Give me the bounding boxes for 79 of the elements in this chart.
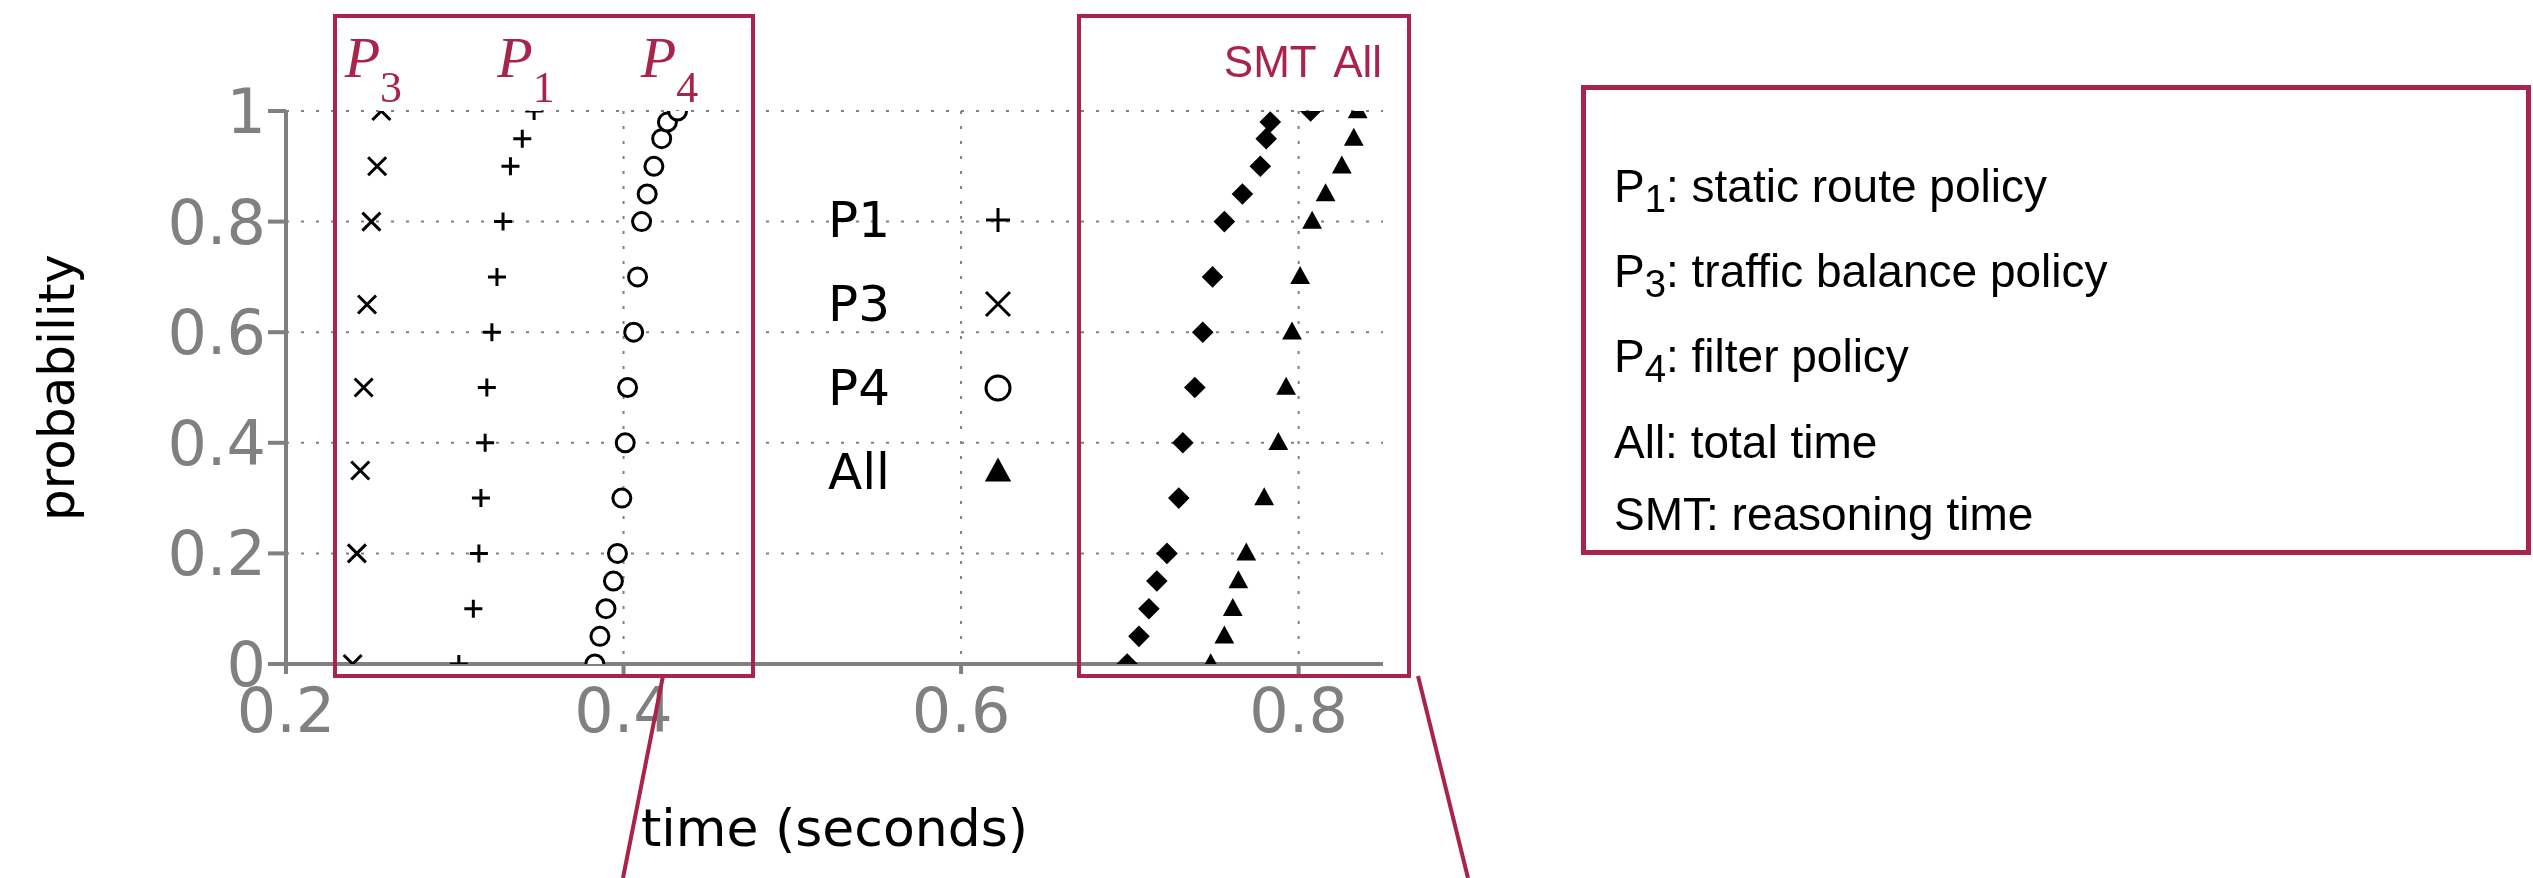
point [366,155,388,177]
point [1255,127,1278,150]
x-axis-title: time (seconds) [640,798,1029,858]
point [643,155,665,177]
legend-label: P3 [828,275,891,333]
point [494,212,513,231]
point [636,183,658,205]
point [1167,487,1190,509]
legend-label: All [828,443,891,501]
annotation: P$_{4}$ [639,25,699,112]
point [1138,597,1160,620]
point [614,432,636,454]
point [631,211,653,233]
point [1282,321,1302,340]
point [477,378,496,397]
point [1268,432,1289,450]
annotation: SMT [1223,37,1317,86]
point [464,599,483,618]
point [1231,183,1254,205]
point [471,489,490,508]
point [1302,210,1323,229]
point [1201,266,1224,288]
point [589,625,611,647]
text: All: total time [1614,414,1879,470]
point [623,321,645,343]
point [1331,155,1352,174]
y-tick-label: 0.8 [167,185,266,259]
point [651,128,673,150]
point [1213,210,1236,233]
point [1236,542,1257,561]
point [1254,487,1275,506]
point [617,377,639,398]
x-tick-label: 0.6 [911,674,1011,748]
x-tick-label: 0.8 [1249,674,1348,748]
annotation: P$_{1}$ [496,25,555,112]
text: P$_{4}$: filter policy [1614,329,1910,393]
point [1259,111,1282,133]
point [606,542,628,564]
point [1249,155,1272,178]
text: SMT: reasoning time [1614,486,2035,542]
point [356,294,378,316]
point [346,542,368,564]
point [469,544,488,563]
point [501,157,520,176]
point [1222,597,1243,616]
point [513,129,532,148]
point [1214,625,1235,644]
point [349,459,371,481]
annotation: P$_{3}$ [343,25,403,112]
point [476,433,495,452]
point [627,266,649,288]
text: P$_{3}$: traffic balance policy [1614,244,2109,308]
point [602,570,624,592]
y-axis-title: probability [27,254,86,521]
point [1156,542,1178,565]
point [611,487,633,509]
y-tick-label: 0.4 [167,406,266,480]
y-tick-label: 1 [226,75,266,149]
point [1128,625,1150,648]
point [1290,266,1311,285]
point [1172,432,1194,454]
point [1276,376,1297,395]
point [353,377,375,398]
point [1191,321,1214,343]
annotation: All [1333,37,1383,86]
point [1228,570,1249,589]
point [360,211,382,233]
point [1146,570,1168,592]
point [1343,127,1364,146]
y-tick-label: 0.6 [167,296,266,370]
y-tick-label: 0.2 [167,517,266,591]
legend-label: P1 [828,191,891,249]
point [487,267,506,286]
point [482,323,501,342]
point [1184,376,1206,399]
legend-label: P4 [828,359,891,417]
text: P$_{1}$: static route policy [1614,159,2048,223]
point [1315,183,1336,202]
point [595,598,617,620]
